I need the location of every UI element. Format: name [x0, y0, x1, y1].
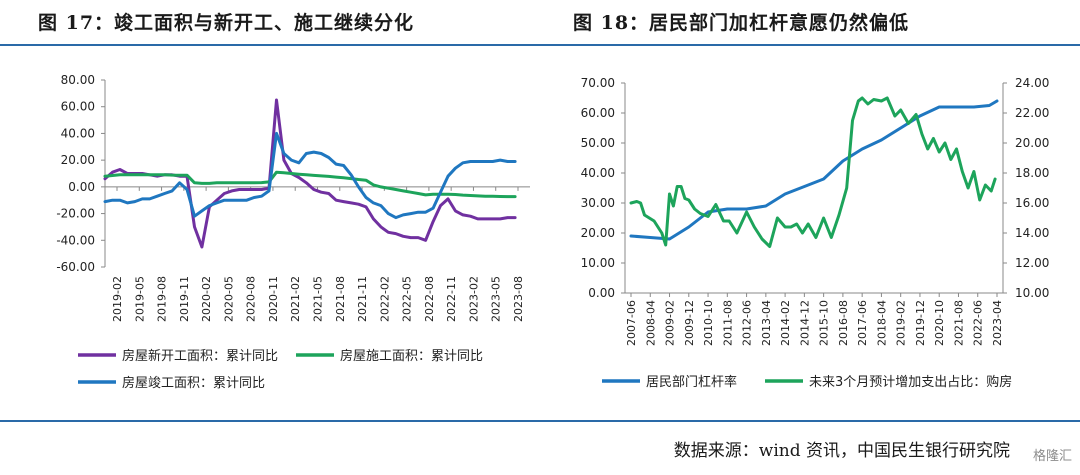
series-line-1 [629, 99, 999, 241]
x-tick-label: 2012-06 [741, 300, 754, 346]
y-tick-label: -20.00 [56, 207, 95, 221]
right-y-tick-label: 12.00 [1015, 256, 1049, 270]
left-y-tick-label: 30.00 [581, 196, 615, 210]
x-tick-label: 2022-08 [423, 276, 436, 322]
x-tick-label: 2014-02 [779, 300, 792, 346]
x-tick-label: 2014-12 [798, 300, 811, 346]
y-tick-label: 0.00 [68, 180, 95, 194]
x-tick-label: 2019-02 [111, 276, 124, 322]
watermark-logo: 格隆汇 [1032, 449, 1072, 464]
left-y-tick-label: 70.00 [581, 76, 615, 90]
y-tick-label: 20.00 [61, 153, 95, 167]
right-y-tick-label: 10.00 [1015, 286, 1049, 300]
x-tick-label: 2023-05 [490, 276, 503, 322]
top-divider [0, 44, 1080, 46]
series-line-2 [103, 170, 517, 199]
x-tick-label: 2021-11 [356, 276, 369, 322]
data-source: 数据来源：wind 资讯，中国民生银行研究院 [673, 441, 1010, 461]
x-tick-label: 2021-05 [312, 276, 325, 322]
legend-label-1: 房屋新开工面积：累计同比 [122, 348, 278, 364]
right-y-tick-label: 18.00 [1015, 166, 1049, 180]
y-tick-label: 40.00 [61, 126, 95, 140]
x-tick-label: 2020-10 [933, 300, 946, 346]
legend-label-3: 房屋竣工面积：累计同比 [122, 375, 265, 391]
x-tick-label: 2016-08 [837, 300, 850, 346]
x-tick-label: 2021-02 [289, 276, 302, 322]
left-y-tick-label: 10.00 [581, 256, 615, 270]
legend-label-1: 居民部门杠杆率 [646, 374, 737, 390]
x-tick-label: 2019-08 [156, 276, 169, 322]
x-tick-label: 2023-08 [512, 276, 525, 322]
x-tick-label: 2018-04 [875, 300, 888, 346]
bottom-divider [0, 420, 1080, 422]
right-y-tick-label: 16.00 [1015, 196, 1049, 210]
x-tick-label: 2019-02 [895, 300, 908, 346]
chart-17: 80.00 60.00 40.00 20.00 0.00 -20.00 -40.00 -60.… [56, 73, 530, 391]
x-tick-label: 2020-08 [245, 276, 258, 322]
right-y-tick-label: 20.00 [1015, 136, 1049, 150]
y-tick-label: 80.00 [61, 73, 95, 87]
y-tick-label: 60.00 [61, 100, 95, 114]
x-tick-label: 2011-08 [721, 300, 734, 346]
x-tick-label: 2009-02 [664, 300, 677, 346]
chart-18: 70.00 60.00 50.00 40.00 30.00 20.00 10.00 0.00 2… [581, 76, 1050, 390]
x-tick-label: 2020-11 [267, 276, 280, 322]
legend-label-2: 未来3个月预计增加支出占比：购房 [809, 374, 1012, 390]
right-y-tick-label: 14.00 [1015, 226, 1049, 240]
x-tick-label: 2020-05 [222, 276, 235, 322]
left-y-tick-label: 20.00 [581, 226, 615, 240]
series-line-2 [629, 96, 997, 248]
x-tick-label: 2013-04 [760, 300, 773, 346]
y-tick-label: -40.00 [56, 233, 95, 247]
figure-18-title: 图 18：居民部门加杠杆意愿仍然偏低 [573, 12, 910, 34]
left-y-tick-label: 60.00 [581, 106, 615, 120]
x-tick-label: 2009-12 [683, 300, 696, 346]
legend-label-2: 房屋施工面积：累计同比 [340, 348, 483, 364]
x-tick-label: 2022-05 [401, 276, 414, 322]
x-tick-label: 2023-04 [991, 300, 1004, 346]
series-line-3 [103, 131, 517, 220]
x-tick-label: 2017-06 [856, 300, 869, 346]
figure-17-title: 图 17：竣工面积与新开工、施工继续分化 [38, 12, 415, 34]
x-tick-label: 2023-02 [467, 276, 480, 322]
x-tick-label: 2010-10 [702, 300, 715, 346]
x-tick-label: 2007-06 [625, 300, 638, 346]
left-y-tick-label: 40.00 [581, 166, 615, 180]
x-tick-label: 2021-08 [334, 276, 347, 322]
right-y-tick-label: 22.00 [1015, 106, 1049, 120]
left-y-tick-label: 0.00 [588, 286, 615, 300]
x-tick-label: 2020-02 [200, 276, 213, 322]
x-tick-label: 2019-11 [178, 276, 191, 322]
x-tick-label: 2019-05 [133, 276, 146, 322]
x-tick-label: 2022-02 [378, 276, 391, 322]
right-y-tick-label: 24.00 [1015, 76, 1049, 90]
x-tick-label: 2022-06 [972, 300, 985, 346]
left-y-tick-label: 50.00 [581, 136, 615, 150]
x-tick-label: 2008-04 [644, 300, 657, 346]
x-tick-label: 2022-11 [445, 276, 458, 322]
x-tick-label: 2015-10 [818, 300, 831, 346]
x-tick-label: 2019-12 [914, 300, 927, 346]
x-tick-label: 2021-08 [952, 300, 965, 346]
y-tick-label: -60.00 [56, 260, 95, 274]
